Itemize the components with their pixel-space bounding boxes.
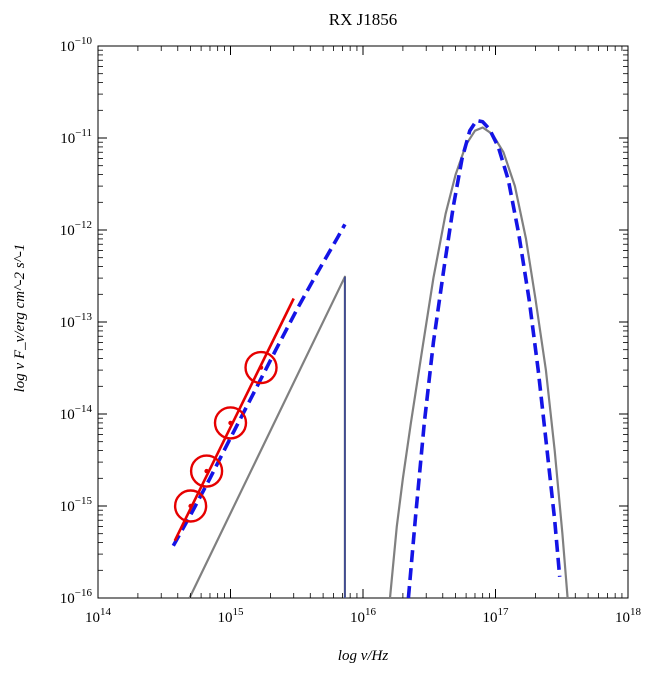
data-point-marker [173,489,208,523]
y-axis-label: log ν F_ν/erg cm^-2 s^-1 [12,244,28,393]
y-tick-label: 10−13 [60,311,93,331]
series-layer [171,118,569,599]
x-tick-label: 1018 [615,606,642,626]
y-tick-label: 10−11 [60,127,92,147]
x-tick-label: 1016 [350,606,377,626]
x-tick-label: 1014 [85,606,112,626]
y-tick-label: 10−16 [60,587,93,607]
series-line-4 [171,223,347,547]
series-line-6 [173,297,295,542]
series-line-5 [406,118,562,599]
y-tick-label: 10−12 [60,219,92,239]
ticks-layer: 1014 1015 1016 1017 1018 10−16 10−15 10−14 10−13… [60,35,642,626]
data-point-marker [244,350,278,385]
y-tick-label: 10−10 [60,35,93,55]
data-point-dot [204,468,209,474]
data-point-dot [188,503,193,509]
x-axis-label: log ν/Hz [338,648,389,664]
data-point-dot [228,420,233,426]
points-layer [173,350,278,523]
y-tick-label: 10−14 [60,403,93,423]
data-point-marker [213,406,248,440]
series-line-1 [188,275,346,599]
x-tick-label: 1017 [483,606,510,626]
data-point-dot [258,365,264,370]
series-line-3 [388,126,569,599]
x-tick-label: 1015 [218,606,245,626]
chart-title: RX J1856 [329,10,397,29]
data-point-marker [189,454,224,488]
y-tick-label: 10−15 [60,495,93,515]
